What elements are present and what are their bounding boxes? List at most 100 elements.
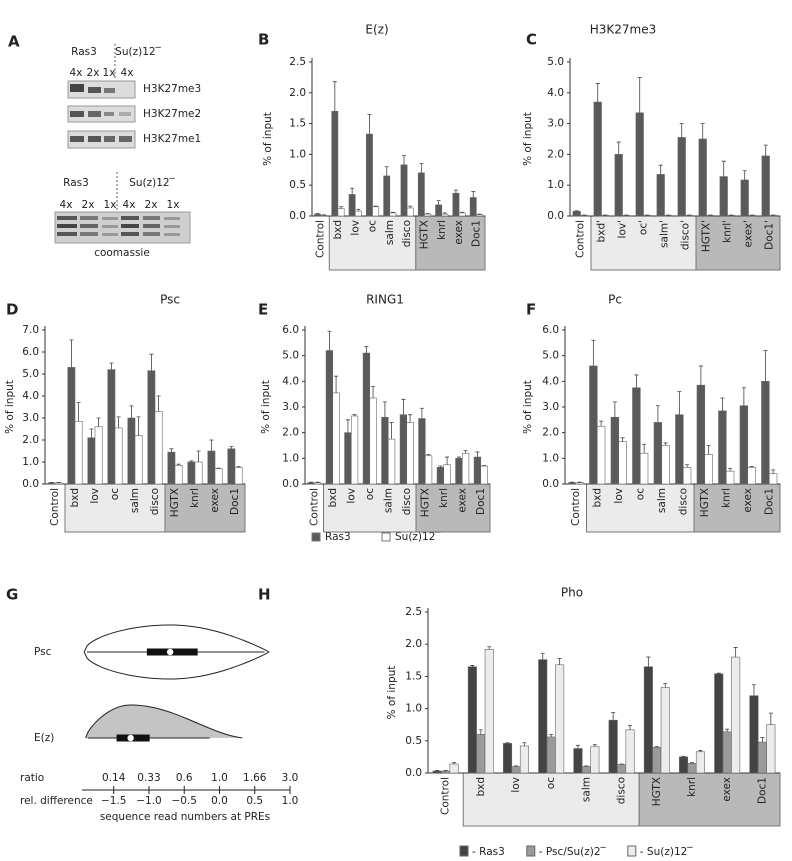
x-tick-label: oc [545, 777, 557, 789]
chart-title: H3K27me3 [590, 23, 657, 37]
bar [372, 206, 380, 217]
error-bar [685, 464, 690, 468]
x-axis-label: sequence read numbers at PREs [100, 811, 270, 823]
x-tick-label: disco [149, 488, 161, 515]
x-tick-label: bxd [69, 488, 81, 508]
legend: Ras3 Su(z)12‾ [311, 531, 441, 543]
y-tick-label: 0.0 [289, 210, 306, 222]
error-bar [334, 375, 339, 393]
y-tick-label: 2.0 [289, 87, 306, 99]
lane-label: 1x [104, 199, 117, 211]
x-ticks-name: rel. difference [20, 795, 93, 807]
error-bar [654, 746, 659, 748]
y-tick-label: 2.0 [22, 434, 39, 446]
lane-label: 4x [70, 67, 83, 79]
caption: coomassie [94, 247, 150, 259]
bar [476, 734, 486, 774]
error-bar [477, 213, 482, 215]
y-tick-label: 1.5 [289, 118, 306, 130]
bar [399, 414, 408, 485]
bar [749, 695, 759, 774]
y-tick-label: 7.0 [22, 324, 39, 336]
error-bar [356, 208, 361, 212]
bar [383, 175, 391, 217]
error-bar [390, 211, 395, 213]
legend-label: - Ras3 [472, 846, 505, 858]
error-bar [612, 401, 617, 418]
error-bar [619, 763, 624, 765]
bar [696, 384, 706, 485]
median [166, 648, 174, 656]
bar [458, 212, 466, 217]
bar [679, 756, 689, 774]
bar [572, 211, 581, 217]
y-tick-label: 5.0 [22, 368, 39, 380]
blot-header: Su(z)12‾ [115, 46, 161, 58]
panel-a: A Ras3 Su(z)12‾ 4x 2x 1x 4x H3K27me3 H3K… [8, 33, 201, 260]
x-tick-label: lov [89, 488, 101, 504]
error-bar [698, 365, 703, 386]
bar [567, 482, 577, 485]
bar [406, 422, 414, 485]
bar [469, 197, 477, 217]
x-tick-label: −1.0 [136, 795, 162, 807]
group-box [415, 215, 486, 271]
x-tick-label: bxd [591, 488, 603, 508]
bar [194, 461, 203, 485]
error-bar [642, 443, 647, 454]
group-box [328, 215, 417, 271]
bar [54, 482, 63, 485]
y-axis-label: % of input [4, 380, 16, 434]
bar [480, 465, 488, 485]
bar [748, 215, 757, 217]
chart-title: Pc [608, 293, 622, 307]
bar [417, 172, 425, 217]
error-bar [706, 445, 711, 455]
error-bar [438, 465, 443, 468]
bar [354, 210, 362, 217]
error-bar [460, 211, 465, 213]
bar [617, 764, 627, 774]
lane-label: 1x [167, 199, 180, 211]
error-bar [749, 466, 754, 468]
x-tick-label: Control [315, 220, 327, 258]
error-bar [522, 742, 527, 746]
bar [761, 155, 770, 217]
x-tick-label: −1.5 [101, 795, 127, 807]
error-bar [453, 189, 458, 194]
bar [476, 214, 483, 217]
x-tick-label: disco [677, 488, 689, 515]
x-tick-label: Control [575, 220, 587, 258]
bar [718, 410, 727, 485]
bar [381, 416, 389, 485]
chart-title: Pho [561, 586, 583, 600]
y-tick-label: 5.0 [282, 350, 299, 362]
bar [511, 766, 521, 774]
error-bar [196, 450, 201, 462]
y-tick-label: 0.0 [542, 478, 559, 490]
error-bar [771, 469, 776, 474]
group-box [164, 483, 246, 533]
panel-letter: F [526, 301, 536, 319]
error-bar [327, 330, 332, 351]
x-tick-label: knrl [189, 488, 201, 508]
ratio-name: ratio [20, 772, 44, 784]
error-bar [435, 770, 440, 772]
legend-swatch [459, 845, 469, 857]
error-bar [350, 187, 355, 195]
bar [614, 154, 623, 217]
bar [635, 112, 644, 217]
y-tick-label: 5.0 [547, 56, 564, 68]
y-tick-label: 1.0 [289, 148, 306, 160]
row-label: H3K27me1 [143, 133, 201, 145]
error-bar [482, 465, 487, 467]
blot-header: Ras3 [71, 46, 97, 58]
bar [467, 666, 477, 774]
bar [632, 387, 641, 485]
bar [369, 397, 377, 485]
legend-swatch [627, 845, 637, 857]
lane-label: 1x [103, 67, 116, 79]
panel-letter: E [258, 301, 268, 319]
bar [452, 192, 460, 217]
chart-title: Psc [160, 293, 180, 307]
